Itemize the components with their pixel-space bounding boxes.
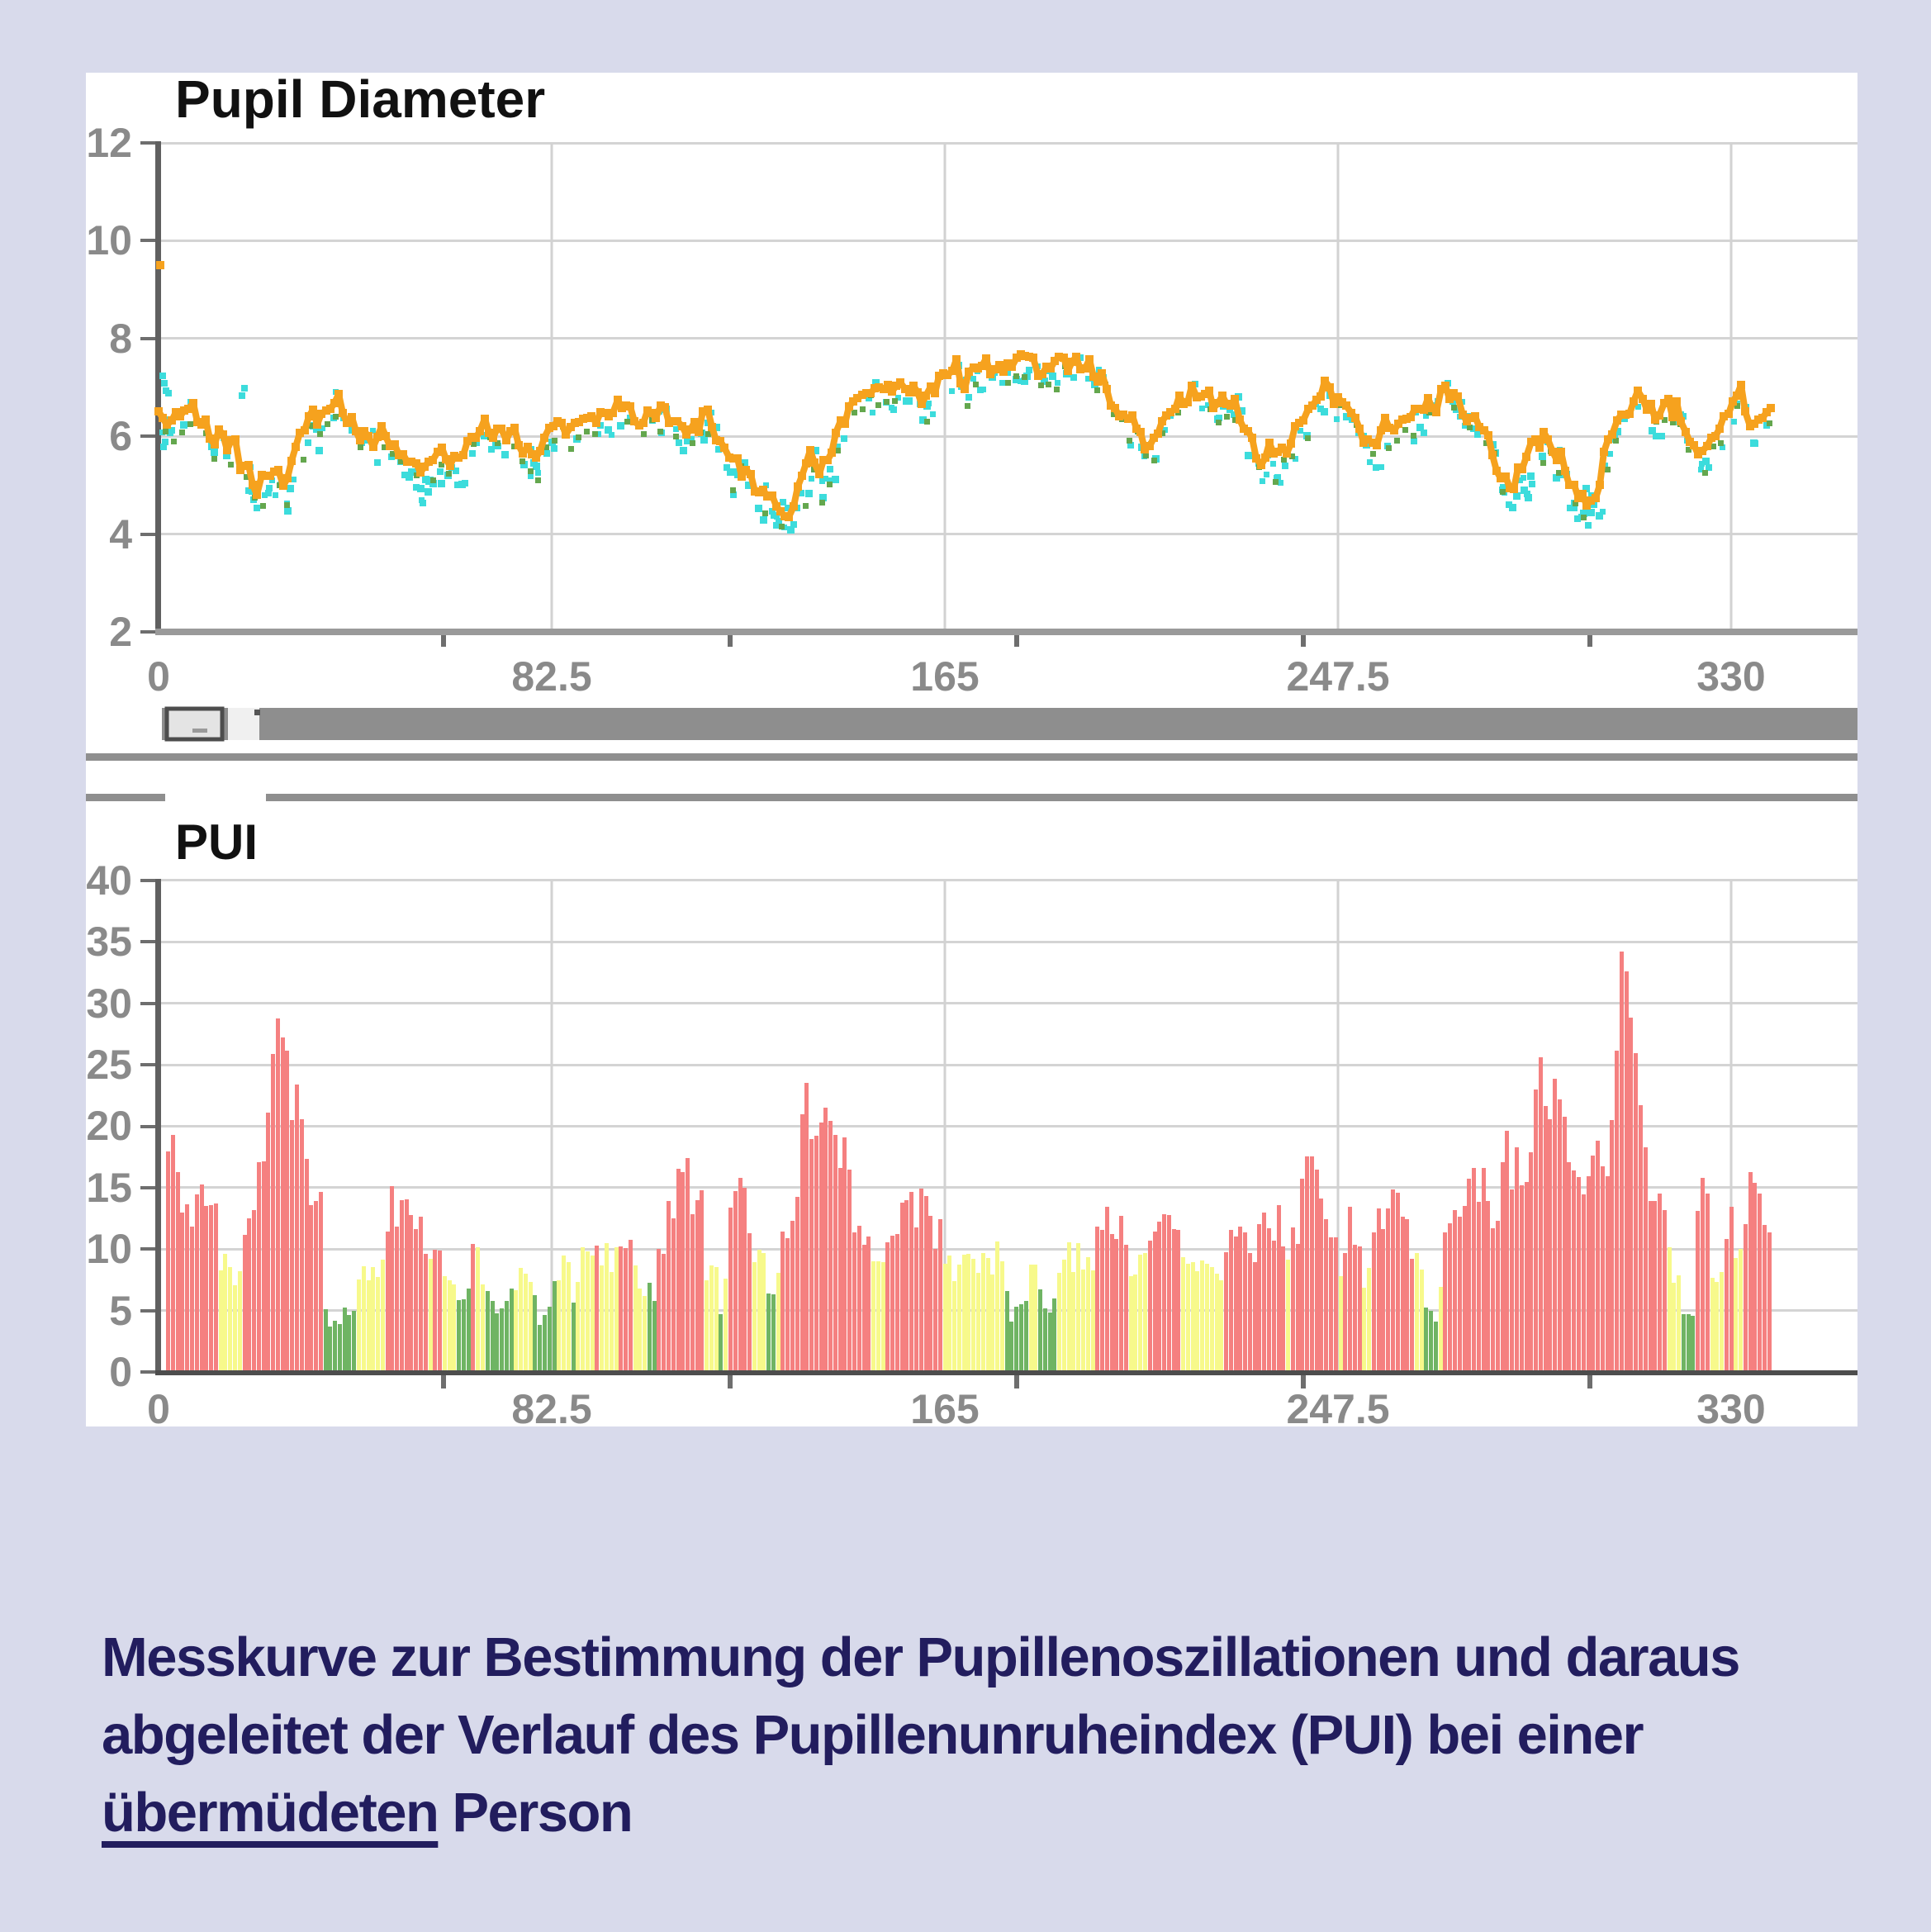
svg-text:6: 6	[109, 413, 132, 459]
svg-text:82.5: 82.5	[511, 1386, 591, 1426]
svg-text:5: 5	[109, 1288, 132, 1334]
svg-text:247.5: 247.5	[1286, 653, 1389, 700]
svg-text:8: 8	[109, 316, 132, 362]
svg-text:0: 0	[109, 1349, 132, 1395]
svg-text:4: 4	[109, 511, 132, 558]
svg-text:0: 0	[147, 653, 170, 700]
svg-text:25: 25	[86, 1042, 132, 1088]
svg-text:165: 165	[910, 653, 979, 700]
svg-text:330: 330	[1696, 653, 1765, 700]
svg-text:PUI: PUI	[175, 814, 258, 870]
svg-text:20: 20	[86, 1103, 132, 1149]
svg-text:330: 330	[1696, 1386, 1765, 1426]
svg-text:247.5: 247.5	[1286, 1386, 1389, 1426]
svg-text:0: 0	[147, 1386, 170, 1426]
svg-text:15: 15	[86, 1165, 132, 1211]
svg-text:10: 10	[86, 217, 132, 263]
svg-text:35: 35	[86, 919, 132, 965]
svg-text:30: 30	[86, 980, 132, 1027]
svg-text:Pupil Diameter: Pupil Diameter	[175, 73, 545, 129]
svg-text:10: 10	[86, 1226, 132, 1272]
svg-text:40: 40	[86, 857, 132, 904]
svg-text:82.5: 82.5	[511, 653, 591, 700]
svg-text:2: 2	[109, 609, 132, 655]
svg-text:165: 165	[910, 1386, 979, 1426]
svg-text:12: 12	[86, 120, 132, 166]
